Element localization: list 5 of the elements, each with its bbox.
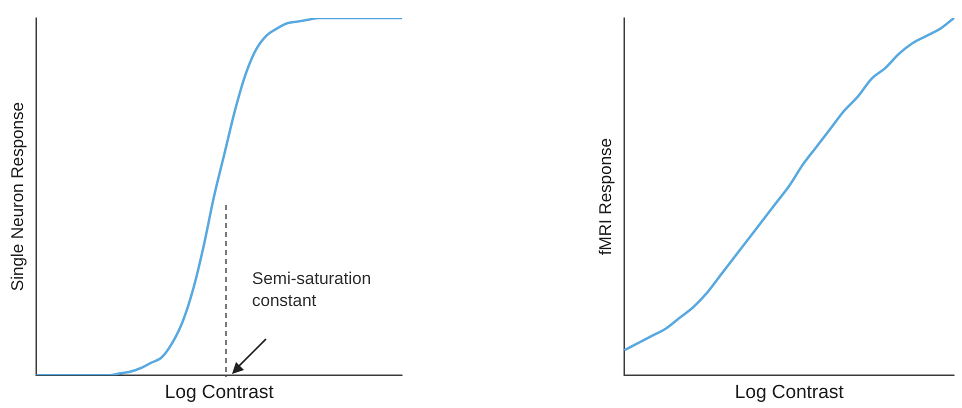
x-axis-title: Log Contrast [734, 382, 844, 403]
y-axis-title: fMRI Response [596, 138, 615, 256]
annotation: Semi-saturation constant [252, 268, 372, 312]
x-axis-title: Log Contrast [164, 382, 274, 403]
y-axis-title: Single Neuron Response [8, 102, 27, 292]
